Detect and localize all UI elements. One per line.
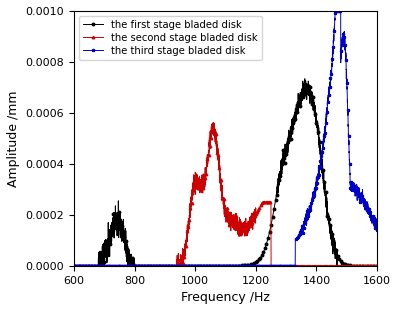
the third stage bladed disk [72,264,76,268]
the first stage bladed disk [127,263,131,267]
the first stage bladed disk [298,98,302,102]
the third stage bladed disk [254,264,258,268]
the first stage bladed disk [302,77,307,81]
the second stage bladed disk [211,121,216,124]
the first stage bladed disk [375,264,379,268]
the third stage bladed disk [298,230,302,234]
the first stage bladed disk [254,260,258,264]
Line: the third stage bladed disk: the third stage bladed disk [72,9,378,267]
the second stage bladed disk [127,264,131,268]
the first stage bladed disk [321,174,326,178]
the first stage bladed disk [96,264,101,268]
the second stage bladed disk [254,211,258,215]
the third stage bladed disk [187,264,192,268]
the second stage bladed disk [187,216,192,220]
Legend: the first stage bladed disk, the second stage bladed disk, the third stage blade: the first stage bladed disk, the second … [79,16,261,60]
the first stage bladed disk [269,223,273,226]
the second stage bladed disk [72,264,76,268]
the second stage bladed disk [321,264,326,268]
Line: the first stage bladed disk: the first stage bladed disk [73,77,378,267]
the third stage bladed disk [321,146,326,150]
the first stage bladed disk [72,264,76,268]
Y-axis label: Amplitude /mm: Amplitude /mm [7,90,20,187]
Line: the second stage bladed disk: the second stage bladed disk [73,121,378,267]
the third stage bladed disk [127,264,131,268]
the second stage bladed disk [269,264,273,268]
the second stage bladed disk [375,264,379,268]
the second stage bladed disk [298,264,302,268]
the third stage bladed disk [375,226,379,230]
the first stage bladed disk [187,264,192,268]
the third stage bladed disk [333,9,338,13]
the third stage bladed disk [269,264,273,268]
X-axis label: Frequency /Hz: Frequency /Hz [181,291,270,304]
